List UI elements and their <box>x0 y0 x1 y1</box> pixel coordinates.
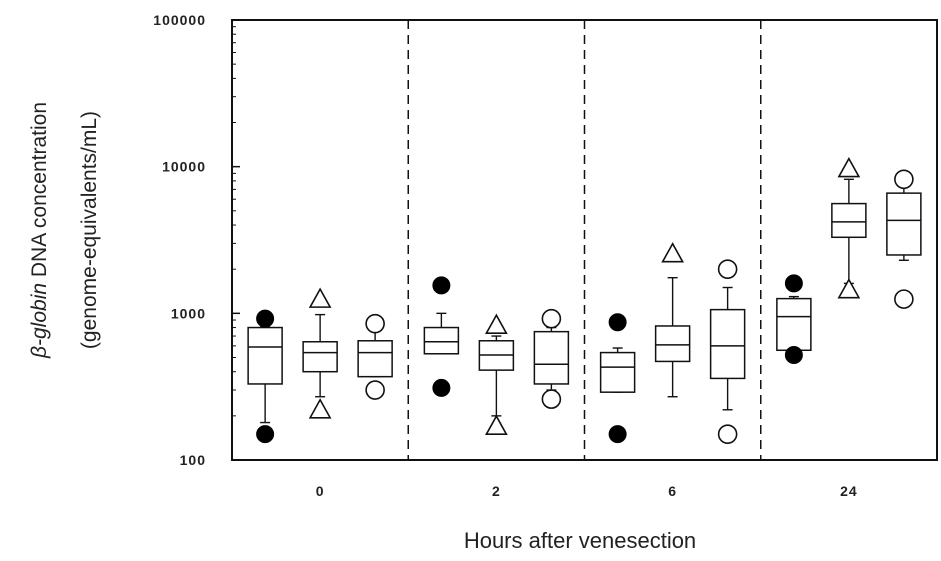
outlier-filled-circle <box>608 425 627 444</box>
x-tick-label: 2 <box>492 483 501 499</box>
y-axis-title: β-globin DNA concentration (genome-equiv… <box>28 102 101 359</box>
box-iqr <box>599 351 636 393</box>
outlier-open-circle <box>541 389 562 409</box>
outlier-open-circle <box>365 313 385 334</box>
outlier-filled-circle <box>432 378 451 397</box>
outlier-open-triangle <box>837 156 861 178</box>
outlier-open-triangle <box>661 242 684 263</box>
y-tick-label: 100000 <box>153 12 206 28</box>
box-iqr <box>831 202 867 239</box>
box-iqr <box>709 308 746 380</box>
y-tick-label: 100 <box>180 452 206 468</box>
outlier-open-triangle <box>837 278 861 299</box>
y-tick-label: 1000 <box>171 305 206 321</box>
y-tick-label: 10000 <box>162 159 206 175</box>
outlier-filled-circle <box>784 274 803 293</box>
outlier-open-triangle <box>485 313 508 335</box>
outlier-open-circle <box>365 380 385 400</box>
outlier-open-triangle <box>485 414 508 436</box>
box-iqr <box>776 297 812 352</box>
box-iqr <box>423 326 460 355</box>
box-iqr <box>886 192 922 256</box>
x-axis-title: Hours after venesection <box>464 528 696 553</box>
outlier-filled-circle <box>432 276 451 295</box>
y-axis-title-italic: β-globin <box>28 283 51 359</box>
outlier-open-triangle <box>308 398 332 419</box>
x-tick-label: 24 <box>840 483 858 499</box>
outlier-open-circle <box>717 424 738 444</box>
outlier-filled-circle <box>256 425 275 444</box>
x-tick-label: 0 <box>316 483 325 499</box>
outlier-open-circle <box>717 259 738 279</box>
outlier-open-triangle <box>308 287 332 308</box>
y-axis-title-rest: DNA concentration <box>28 102 51 283</box>
box-iqr <box>654 325 691 363</box>
outlier-filled-circle <box>784 345 803 364</box>
outlier-open-circle <box>541 308 562 329</box>
outlier-open-circle <box>894 169 914 190</box>
outlier-filled-circle <box>256 309 275 328</box>
y-axis-title-line1: β-globin DNA concentration <box>28 102 51 359</box>
box-iqr <box>247 326 283 385</box>
box-iqr <box>357 340 393 378</box>
plot-area: 100 1000 10000 100000 0 2 6 24 <box>153 12 938 499</box>
outlier-filled-circle <box>608 313 627 332</box>
box-iqr <box>533 330 570 385</box>
y-axis-title-line2: (genome-equivalents/mL) <box>78 111 101 349</box>
x-tick-label: 6 <box>668 483 677 499</box>
outlier-open-circle <box>894 289 914 309</box>
box-iqr <box>302 341 338 373</box>
